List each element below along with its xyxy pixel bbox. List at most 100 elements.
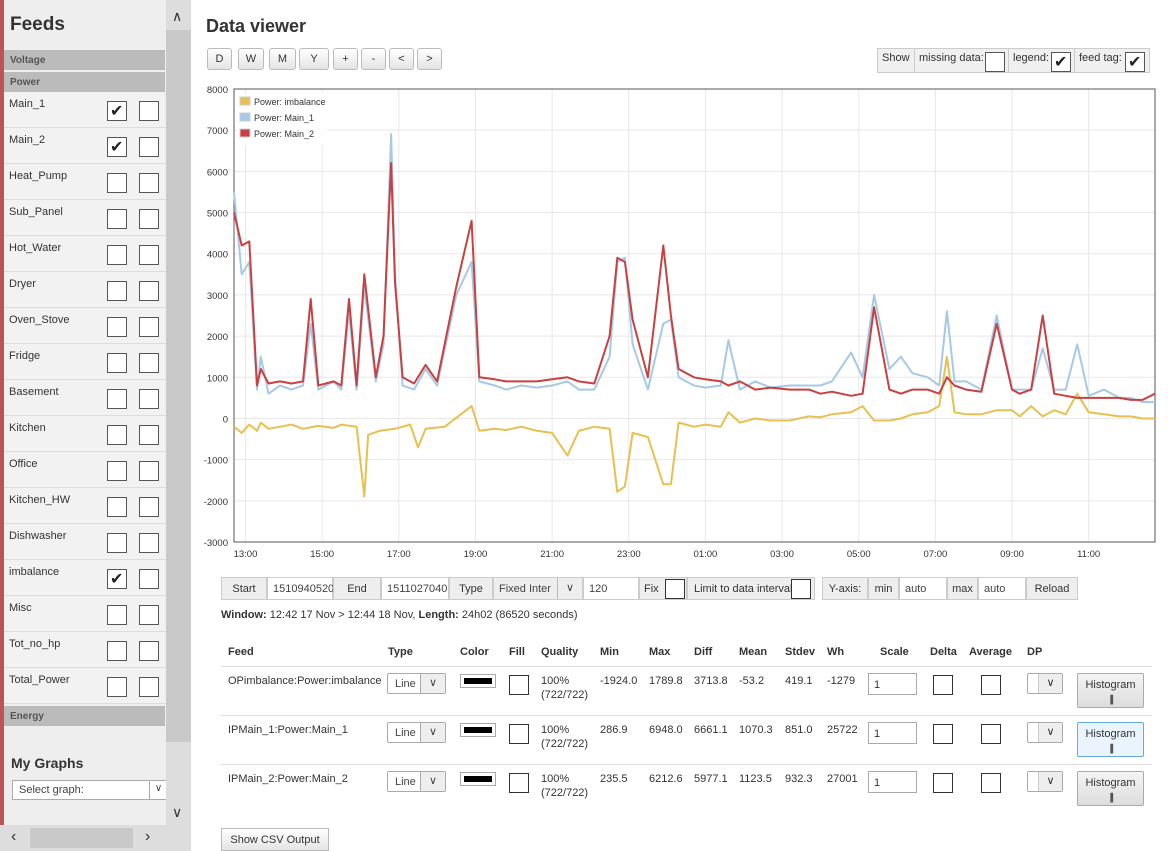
feed-right-axis-checkbox[interactable] (139, 353, 159, 373)
delta-checkbox[interactable] (933, 675, 953, 695)
feed-left-axis-checkbox[interactable] (107, 605, 127, 625)
feed-left-axis-checkbox[interactable] (107, 677, 127, 697)
histogram-button[interactable]: Histogram ▐ (1077, 673, 1144, 708)
fix-checkbox[interactable] (665, 579, 685, 599)
type-select[interactable]: Line ∨ (387, 673, 446, 694)
feed-right-axis-checkbox[interactable] (139, 245, 159, 265)
legend-background (237, 93, 327, 145)
feed-right-axis-checkbox[interactable] (139, 569, 159, 589)
delta-checkbox[interactable] (933, 773, 953, 793)
scale-input[interactable]: 1 (868, 722, 917, 744)
y-min-input[interactable]: auto (899, 577, 947, 600)
start-input[interactable]: 1510940520 (267, 577, 334, 600)
color-picker[interactable] (460, 674, 496, 688)
scrollbar-thumb[interactable] (30, 828, 133, 848)
delta-checkbox[interactable] (933, 724, 953, 744)
feed-right-axis-checkbox[interactable] (139, 101, 159, 121)
feed-right-axis-checkbox[interactable] (139, 173, 159, 193)
feed-left-axis-checkbox[interactable] (107, 461, 127, 481)
feed-right-axis-checkbox[interactable] (139, 209, 159, 229)
feed-right-axis-checkbox[interactable] (139, 461, 159, 481)
scroll-down-icon[interactable]: ∨ (172, 804, 183, 820)
dp-select[interactable]: ∨ (1027, 771, 1063, 792)
type-select[interactable]: Line ∨ (387, 771, 446, 792)
feed-left-axis-checkbox[interactable] (107, 245, 127, 265)
average-checkbox[interactable] (981, 773, 1001, 793)
feed-left-axis-checkbox[interactable] (107, 641, 127, 661)
end-input[interactable]: 1511027040 (381, 577, 449, 600)
average-checkbox[interactable] (981, 675, 1001, 695)
feed-right-axis-checkbox[interactable] (139, 281, 159, 301)
scrollbar-thumb[interactable] (166, 30, 191, 742)
pan-right-button[interactable]: > (417, 48, 442, 70)
zoom-in-button[interactable]: + (333, 48, 358, 70)
range-year-button[interactable]: Y (299, 48, 329, 70)
interval-input[interactable]: 120 (583, 577, 639, 600)
sidebar-horizontal-scrollbar[interactable]: ‹ › (0, 825, 191, 851)
scroll-right-icon[interactable]: › (145, 828, 151, 845)
limit-interval-checkbox[interactable] (791, 579, 811, 599)
feed-right-axis-checkbox[interactable] (139, 317, 159, 337)
group-header-voltage[interactable]: Voltage (4, 50, 165, 70)
feed-left-axis-checkbox[interactable] (107, 101, 127, 121)
feed-left-axis-checkbox[interactable] (107, 209, 127, 229)
type-select[interactable]: Line ∨ (387, 722, 446, 743)
feed-id: OPimbalance:Power:imbalance (228, 675, 382, 687)
feed-left-axis-checkbox[interactable] (107, 317, 127, 337)
power-chart[interactable]: -3000 -2000 -1000 0 1000 2000 3000 4000 5000 6000… (191, 80, 1168, 570)
sidebar-vertical-scrollbar[interactable]: ∧ ∨ (166, 0, 191, 825)
fill-checkbox[interactable] (509, 773, 529, 793)
group-header-energy[interactable]: Energy (4, 706, 165, 726)
feed-left-axis-checkbox[interactable] (107, 569, 127, 589)
feed-left-axis-checkbox[interactable] (107, 281, 127, 301)
feed-left-axis-checkbox[interactable] (107, 137, 127, 157)
color-swatch (464, 727, 492, 733)
scale-input[interactable]: 1 (868, 771, 917, 793)
dp-select[interactable]: ∨ (1027, 722, 1063, 743)
range-week-button[interactable]: W (238, 48, 264, 70)
scroll-left-icon[interactable]: ‹ (11, 828, 17, 845)
feed-left-axis-checkbox[interactable] (107, 497, 127, 517)
group-header-power[interactable]: Power (4, 72, 165, 92)
show-csv-output-button[interactable]: Show CSV Output (221, 828, 329, 851)
dp-select[interactable]: ∨ (1027, 673, 1063, 694)
feed-right-axis-checkbox[interactable] (139, 389, 159, 409)
feed-right-axis-checkbox[interactable] (139, 677, 159, 697)
fill-checkbox[interactable] (509, 724, 529, 744)
wh-value: 25722 (827, 724, 858, 736)
legend-checkbox[interactable] (1051, 52, 1071, 72)
color-picker[interactable] (460, 772, 496, 786)
histogram-button[interactable]: Histogram ▐ (1077, 722, 1144, 757)
zoom-out-button[interactable]: - (361, 48, 386, 70)
feed-right-axis-checkbox[interactable] (139, 605, 159, 625)
feed-right-axis-checkbox[interactable] (139, 425, 159, 445)
reload-button[interactable]: Reload (1026, 577, 1078, 600)
feed-left-axis-checkbox[interactable] (107, 353, 127, 373)
pan-left-button[interactable]: < (389, 48, 414, 70)
feed-left-axis-checkbox[interactable] (107, 389, 127, 409)
scale-input[interactable]: 1 (868, 673, 917, 695)
feed-left-axis-checkbox[interactable] (107, 533, 127, 553)
range-day-button[interactable]: D (207, 48, 232, 70)
y-max-input[interactable]: auto (978, 577, 1026, 600)
feed-right-axis-checkbox[interactable] (139, 641, 159, 661)
feed-tag-label: feed tag: (1079, 52, 1122, 64)
window-label: Window: (221, 609, 267, 621)
average-checkbox[interactable] (981, 724, 1001, 744)
feed-left-axis-checkbox[interactable] (107, 425, 127, 445)
histogram-button[interactable]: Histogram ▐ (1077, 771, 1144, 806)
interval-type-select[interactable]: Fixed Inter ∨ (493, 577, 583, 600)
fill-checkbox[interactable] (509, 675, 529, 695)
range-month-button[interactable]: M (269, 48, 296, 70)
feed-right-axis-checkbox[interactable] (139, 137, 159, 157)
graph-select[interactable]: Select graph: ∨ (12, 780, 168, 800)
color-picker[interactable] (460, 723, 496, 737)
feed-right-axis-checkbox[interactable] (139, 497, 159, 517)
scroll-up-icon[interactable]: ∧ (172, 8, 183, 24)
feed-right-axis-checkbox[interactable] (139, 533, 159, 553)
feed-left-axis-checkbox[interactable] (107, 173, 127, 193)
missing-data-checkbox[interactable] (985, 52, 1005, 72)
max-value: 6212.6 (649, 773, 683, 785)
feed-tag-checkbox[interactable] (1125, 52, 1145, 72)
quality-count: (722/722) (541, 787, 589, 799)
